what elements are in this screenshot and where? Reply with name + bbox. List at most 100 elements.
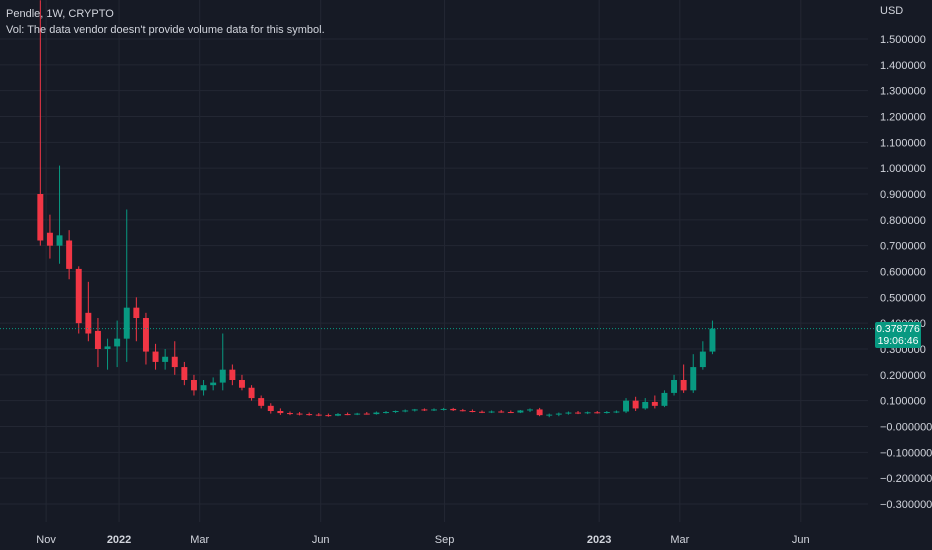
candle-body: [642, 401, 649, 409]
candle-body: [229, 369, 236, 380]
y-tick-label: −0.300000: [880, 499, 932, 511]
y-tick-label: 1.200000: [880, 112, 926, 124]
candle-body: [565, 412, 572, 414]
candle-body: [267, 405, 274, 411]
candle-body: [354, 413, 361, 415]
candle-body: [56, 235, 63, 246]
y-tick-label: 0.200000: [880, 370, 926, 382]
candle-body: [277, 411, 284, 414]
x-tick-label: Nov: [36, 534, 56, 546]
candle-body: [162, 356, 169, 362]
candle-body: [383, 412, 389, 414]
candle-body: [238, 380, 245, 388]
y-tick-label: 1.300000: [880, 86, 926, 98]
candle-body: [114, 338, 121, 347]
candle-body: [527, 409, 533, 411]
x-tick-label: Mar: [190, 534, 209, 546]
candle-body: [709, 328, 716, 352]
candle-body: [94, 330, 101, 349]
candle-body: [210, 382, 217, 386]
candle-body: [699, 351, 706, 368]
symbol-label[interactable]: Pendle, 1W, CRYPTO: [6, 8, 114, 20]
candle-body: [469, 411, 476, 412]
candle-body: [248, 387, 255, 399]
time-axis[interactable]: Nov 2022 Mar Jun Sep 2023 Mar Jun: [36, 534, 809, 546]
candle-body: [85, 312, 92, 334]
candle-body: [190, 380, 197, 391]
y-tick-label: −0.200000: [880, 473, 932, 485]
candle-body: [613, 411, 620, 413]
candle-body: [258, 398, 265, 406]
candle-body: [507, 412, 514, 414]
candle-body: [142, 318, 149, 352]
candle-body: [421, 409, 428, 411]
candle-body: [181, 367, 188, 380]
candle-body: [75, 268, 82, 324]
candle-body: [219, 369, 226, 383]
candle-body: [306, 414, 313, 416]
candle-body: [536, 409, 543, 416]
x-tick-label: Sep: [435, 534, 455, 546]
candle-body: [315, 414, 322, 416]
y-tick-label: −0.000000: [880, 422, 932, 434]
candle-body: [325, 415, 332, 417]
x-tick-label: 2023: [587, 534, 611, 546]
x-tick-label: 2022: [107, 534, 131, 546]
y-tick-label: 1.100000: [880, 137, 926, 149]
candle-body: [623, 400, 630, 412]
y-tick-label: 1.000000: [880, 163, 926, 175]
candle-body: [133, 307, 140, 318]
candle-body: [555, 413, 562, 415]
candle-body: [66, 240, 73, 269]
y-tick-label: −0.100000: [880, 447, 932, 459]
candle-body: [123, 307, 130, 339]
candle-body: [402, 410, 409, 412]
candle-body: [373, 412, 380, 415]
candle-body: [46, 232, 53, 246]
candle-body: [392, 411, 399, 413]
candle-body: [344, 414, 351, 416]
candle-body: [632, 400, 639, 409]
candle-body: [594, 412, 601, 414]
chart-legend: Pendle, 1W, CRYPTO Vol: The data vendor …: [6, 6, 325, 38]
candle-body: [411, 409, 418, 411]
candle-body: [575, 412, 582, 414]
candle-body: [651, 401, 658, 406]
candle-body: [286, 413, 293, 415]
candle-body: [431, 409, 437, 411]
candle-body: [488, 411, 495, 413]
candle-body: [517, 410, 524, 413]
candle-body: [296, 413, 303, 415]
candle-body: [680, 380, 687, 391]
candle-body: [450, 408, 457, 411]
candle-body: [363, 413, 370, 415]
candle-body: [200, 385, 207, 391]
candle-body: [546, 414, 553, 416]
bar-countdown: 19:06:46: [877, 334, 919, 347]
volume-notice: Vol: The data vendor doesn't provide vol…: [6, 24, 325, 36]
candle-body: [440, 408, 447, 410]
candle-body: [37, 194, 44, 241]
candle-body: [152, 351, 159, 362]
y-tick-label: 0.900000: [880, 189, 926, 201]
candle-body: [671, 380, 678, 393]
x-tick-label: Jun: [792, 534, 810, 546]
candles: [37, 0, 716, 418]
candle-body: [335, 414, 341, 416]
candle-body: [690, 367, 697, 391]
price-axis[interactable]: 1.500000 1.400000 1.300000 1.200000 1.100000…: [880, 34, 932, 511]
y-tick-label: 0.600000: [880, 267, 926, 279]
x-tick-label: Mar: [670, 534, 689, 546]
y-tick-label: 1.400000: [880, 60, 926, 72]
y-tick-label: 0.700000: [880, 241, 926, 253]
candle-body: [171, 356, 178, 368]
grid: [0, 0, 868, 522]
candle-body: [498, 411, 505, 413]
last-price-tag: 0.378776 19:06:46: [875, 321, 921, 348]
last-price-value: 0.378776: [876, 322, 920, 335]
currency-label[interactable]: USD: [880, 5, 904, 17]
candle-body: [104, 346, 111, 349]
y-tick-label: 0.800000: [880, 215, 926, 227]
